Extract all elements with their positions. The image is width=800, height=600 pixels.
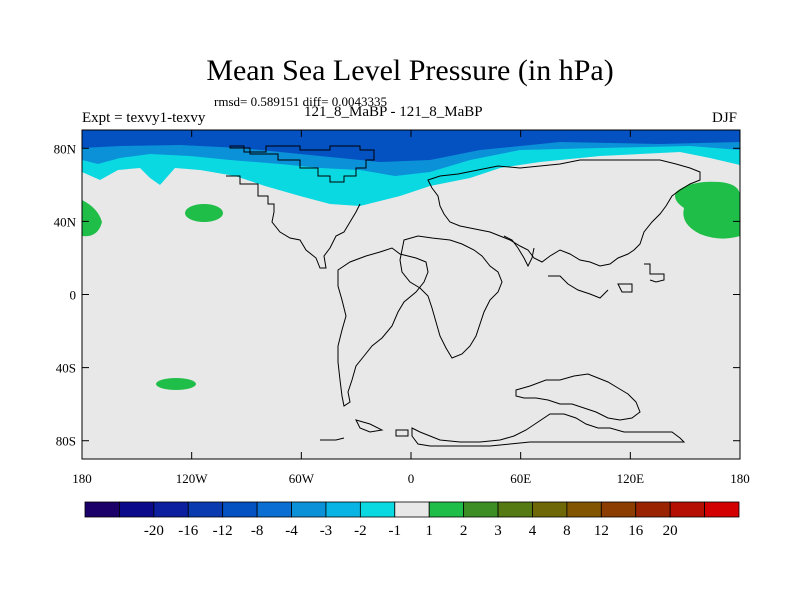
colorbar-label: -16 xyxy=(178,523,198,539)
plot-area xyxy=(82,130,740,459)
x-tick-label: 60W xyxy=(289,471,315,486)
n-pacific-west-high xyxy=(82,200,102,237)
colorbar-swatch xyxy=(119,501,155,518)
coastline-japan-islands xyxy=(617,263,665,293)
coastline-north-america-greenland xyxy=(229,145,375,183)
colorbar: -20 -16 -12 -8 -4 -3 -2 -1 1 2 3 4 8 12 16 20 xyxy=(84,501,740,539)
colorbar-label: -1 xyxy=(389,523,402,539)
colorbar-swatch xyxy=(291,501,327,518)
stats-line: rmsd= 0.589151 diff= 0.0043335 xyxy=(214,94,387,109)
y-tick-label: 0 xyxy=(70,288,77,303)
x-tick-label: 180 xyxy=(730,471,750,486)
colorbar-swatch xyxy=(566,501,602,518)
colorbar-label: -3 xyxy=(320,523,333,539)
experiment-label: Expt = texvy1-texvy xyxy=(82,110,206,126)
colorbar-swatch xyxy=(532,501,568,518)
colorbar-label: -20 xyxy=(144,523,164,539)
n-pacific-east-high xyxy=(675,181,740,239)
colorbar-swatch xyxy=(187,501,224,518)
comparison-label: 121_8_MaBP - 121_8_MaBP xyxy=(304,104,483,120)
colorbar-swatch xyxy=(84,501,120,518)
colorbar-swatch xyxy=(359,501,396,518)
coastline-antarctica xyxy=(411,413,686,447)
colorbar-swatch xyxy=(428,501,465,518)
colorbar-swatch xyxy=(394,501,430,518)
colorbar-swatch xyxy=(497,501,533,518)
arctic-band-deep xyxy=(82,130,740,162)
coastline-eurasia xyxy=(427,159,701,267)
coastline-north-america-mainland xyxy=(226,175,361,269)
coastline-africa xyxy=(399,235,503,359)
colorbar-swatch xyxy=(222,501,258,518)
chart-title: Mean Sea Level Pressure (in hPa) xyxy=(206,54,614,87)
coastline-south-america xyxy=(337,247,429,407)
colorbar-label: 1 xyxy=(425,523,433,539)
colorbar-label: 12 xyxy=(594,523,609,539)
x-tick-label: 60E xyxy=(510,471,531,486)
colorbar-label: 4 xyxy=(529,523,537,539)
colorbar-label: 20 xyxy=(663,523,678,539)
season-label: DJF xyxy=(712,110,738,126)
x-tick-label: 180 xyxy=(72,471,92,486)
colorbar-label: -2 xyxy=(354,523,367,539)
colorbar-swatch xyxy=(325,501,361,518)
colorbar-swatch xyxy=(600,501,637,518)
colorbar-label: 8 xyxy=(563,523,571,539)
colorbar-swatch xyxy=(153,501,189,518)
coastline-australia xyxy=(515,373,641,421)
y-tick-label: 40S xyxy=(56,361,76,376)
colorbar-swatch xyxy=(463,501,499,518)
colorbar-label: -12 xyxy=(213,523,233,539)
y-tick-label: 40N xyxy=(54,214,77,229)
colorbar-swatch xyxy=(256,501,292,518)
x-tick-label: 120E xyxy=(617,471,645,486)
colorbar-swatch xyxy=(704,501,740,518)
colorbar-label: -4 xyxy=(285,523,298,539)
colorbar-label: 3 xyxy=(494,523,502,539)
y-axis: 80N 40N 0 40S 80S xyxy=(54,141,740,449)
coastline-antarctic-peninsula xyxy=(320,419,409,441)
x-tick-label: 120W xyxy=(176,471,209,486)
colorbar-swatch xyxy=(635,501,671,518)
colorbar-swatch xyxy=(669,501,705,518)
s-pacific-small-high xyxy=(156,378,196,390)
x-axis: 180 120W 60W 0 60E 120E 180 xyxy=(72,130,750,486)
y-tick-label: 80S xyxy=(56,434,76,449)
n-pacific-small-high xyxy=(185,204,223,222)
coastline-india-sea xyxy=(503,235,609,299)
y-tick-label: 80N xyxy=(54,141,77,156)
colorbar-label: 2 xyxy=(460,523,468,539)
continent-outlines xyxy=(226,145,701,447)
x-tick-label: 0 xyxy=(408,471,415,486)
colorbar-label: -8 xyxy=(251,523,264,539)
colorbar-label: 16 xyxy=(628,523,644,539)
